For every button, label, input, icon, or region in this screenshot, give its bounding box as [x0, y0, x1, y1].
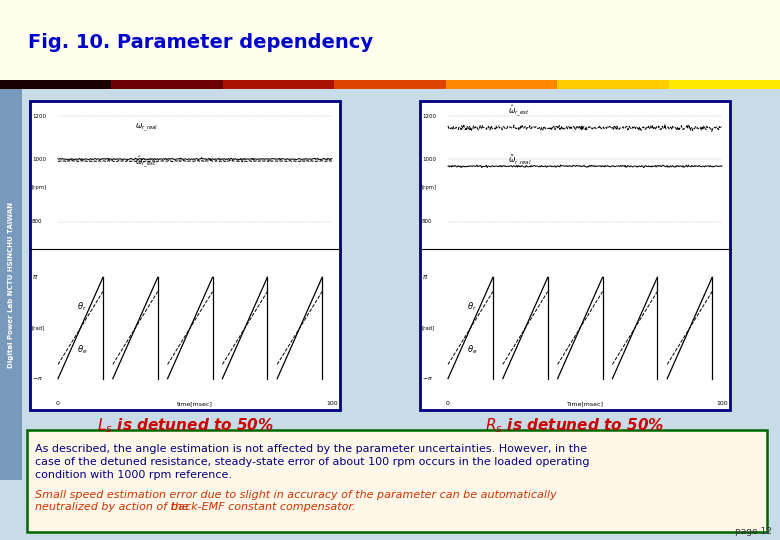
Text: 800: 800 [32, 219, 42, 224]
Text: $\theta_e$: $\theta_e$ [77, 343, 87, 356]
Bar [557, 80, 669, 89]
Text: 100: 100 [716, 401, 728, 406]
Text: Fig. 10. Parameter dependency: Fig. 10. Parameter dependency [28, 32, 373, 51]
Text: 100: 100 [326, 401, 338, 406]
Text: $\tilde{\omega}_{r\_real}$: $\tilde{\omega}_{r\_real}$ [509, 154, 532, 170]
Bar [335, 80, 447, 89]
Text: $\omega_{r\_real}$: $\omega_{r\_real}$ [135, 122, 158, 134]
Text: $\theta_r$: $\theta_r$ [77, 300, 87, 313]
Bar [27, 430, 767, 532]
Text: $\theta_e$: $\theta_e$ [467, 343, 477, 356]
Bar [445, 80, 558, 89]
Text: $\hat{\omega}_{r\_est}$: $\hat{\omega}_{r\_est}$ [135, 154, 157, 170]
Text: $L_s$ is detuned to 50%: $L_s$ is detuned to 50% [97, 417, 274, 435]
Bar [30, 101, 340, 410]
Bar [668, 80, 780, 89]
Text: neutralized by action of the: neutralized by action of the [35, 503, 192, 512]
Text: 1000: 1000 [32, 157, 46, 161]
Text: $-\pi$: $-\pi$ [32, 375, 43, 382]
Text: case of the detuned resistance, steady-state error of about 100 rpm occurs in th: case of the detuned resistance, steady-s… [35, 457, 590, 467]
Bar [0, 89, 22, 480]
Text: [rpm]: [rpm] [422, 185, 437, 190]
Text: condition with 1000 rpm reference.: condition with 1000 rpm reference. [35, 470, 232, 480]
Bar [0, 0, 780, 80]
Text: time[msec]: time[msec] [177, 401, 213, 406]
Bar [0, 89, 780, 540]
Text: 1000: 1000 [422, 157, 436, 161]
Text: 1200: 1200 [32, 114, 46, 119]
Text: Time[msec]: Time[msec] [566, 401, 604, 406]
Text: $R_s$ is detuned to 50%: $R_s$ is detuned to 50% [485, 417, 665, 435]
Text: Digital Power Lab NCTU HSINCHU TAIWAN: Digital Power Lab NCTU HSINCHU TAIWAN [8, 201, 14, 368]
Text: Small speed estimation error due to slight in accuracy of the parameter can be a: Small speed estimation error due to slig… [35, 489, 557, 500]
Text: 0: 0 [56, 401, 60, 406]
Text: 0: 0 [446, 401, 450, 406]
Bar [0, 80, 112, 89]
Bar [420, 101, 730, 410]
Text: [rad]: [rad] [32, 326, 45, 330]
Text: $\theta_r$: $\theta_r$ [467, 300, 477, 313]
Text: page 12: page 12 [735, 527, 772, 536]
Text: 800: 800 [422, 219, 432, 224]
Text: $-\pi$: $-\pi$ [422, 375, 433, 382]
Text: $\hat{\omega}_{r\_est}$: $\hat{\omega}_{r\_est}$ [509, 103, 530, 119]
Text: As described, the angle estimation is not affected by the parameter uncertaintie: As described, the angle estimation is no… [35, 444, 587, 454]
Text: [rad]: [rad] [422, 326, 435, 330]
Text: $\pi$: $\pi$ [422, 273, 428, 281]
Bar [223, 80, 335, 89]
Bar [112, 80, 224, 89]
Text: 1200: 1200 [422, 114, 436, 119]
Text: $\pi$: $\pi$ [32, 273, 38, 281]
Text: [rpm]: [rpm] [32, 185, 47, 190]
Text: back-EMF constant compensator.: back-EMF constant compensator. [172, 503, 356, 512]
